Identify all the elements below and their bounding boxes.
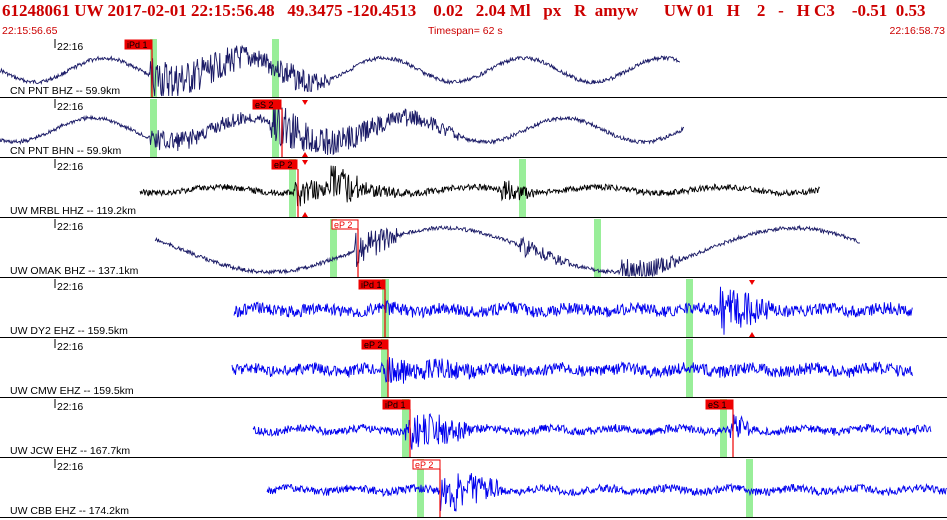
time-tick-label: 22:16 [57,461,83,473]
pick-label: iPd 1 [127,40,148,50]
pick-window [746,459,753,517]
pick-window [330,219,337,277]
channel-label: UW JCW EHZ -- 167.7km [10,445,130,457]
channel-label: CN PNT BHN -- 59.9km [10,145,121,157]
channel-label: UW CMW EHZ -- 159.5km [10,385,134,397]
channel-label: UW OMAK BHZ -- 137.1km [10,265,139,277]
arrival-arrow-down-icon [302,100,308,105]
pick-label: eP 2 [334,220,352,230]
waveform [139,165,821,207]
time-tick-label: 22:16 [57,281,83,293]
event-title: 61248061 UW 2017-02-01 22:15:56.48 49.34… [2,1,926,20]
seismogram-panel[interactable]: iPd 1 22:16 CN PNT BHZ -- 59.9km eS 2 22:16 C… [0,38,947,520]
trace-row[interactable]: eS 2 22:16 CN PNT BHN -- 59.9km [0,99,947,158]
pick-window [594,219,601,277]
pick-marker[interactable] [124,39,153,50]
pick-marker[interactable] [271,159,298,170]
trace-row[interactable]: eP 2 22:16 UW MRBL HHZ -- 119.2km [0,159,947,218]
pick-label: eS 1 [708,400,727,410]
time-tick-label: 22:16 [57,41,83,53]
channel-label: UW CBB EHZ -- 174.2km [10,505,129,517]
waveform [233,286,913,335]
channel-label: UW DY2 EHZ -- 159.5km [10,325,128,337]
pick-window [686,339,693,397]
pick-marker[interactable] [252,99,282,110]
channel-label: CN PNT BHZ -- 59.9km [10,85,120,97]
trace-row[interactable]: iPd 1 eS 1 22:16 UW JCW EHZ -- 167.7km [0,399,947,458]
time-tick-label: 22:16 [57,161,83,173]
time-tick-label: 22:16 [57,401,83,413]
arrival-arrow-up-icon [302,212,308,217]
time-tick-label: 22:16 [57,341,83,353]
waveform [154,224,861,278]
trace-row[interactable]: iPd 1 22:16 CN PNT BHZ -- 59.9km [0,39,947,98]
pick-label: eP 2 [274,160,292,170]
arrival-arrow-up-icon [302,152,308,157]
pick-window [150,39,157,97]
waveform [266,473,947,512]
pick-label: iPd 1 [385,400,406,410]
pick-marker[interactable] [705,399,734,410]
waveform [252,413,932,450]
trace-row[interactable]: eP 2 22:16 UW OMAK BHZ -- 137.1km [0,219,947,278]
time-bar: 22:15:56.65 Timespan= 62 s 22:16:58.73 [0,24,947,38]
arrival-arrow-down-icon [302,160,308,165]
arrival-arrow-down-icon [749,280,755,285]
pick-window [381,339,388,397]
end-time: 22:16:58.73 [889,25,945,37]
time-tick-label: 22:16 [57,221,83,233]
trace-row[interactable]: iPd 1 22:16 UW DY2 EHZ -- 159.5km [0,279,947,338]
start-time: 22:15:56.65 [2,25,58,37]
time-tick-label: 22:16 [57,101,83,113]
channel-label: UW MRBL HHZ -- 119.2km [10,205,136,217]
waveform [0,44,681,97]
pick-window [289,159,296,217]
pick-window [150,99,157,157]
pick-marker[interactable] [412,459,441,470]
pick-label: eP 2 [415,460,433,470]
waveform [0,103,684,156]
arrival-arrow-up-icon [749,332,755,337]
pick-marker[interactable] [382,399,411,410]
pick-marker[interactable] [361,339,389,350]
pick-marker[interactable] [358,279,386,290]
timespan-label: Timespan= 62 s [428,25,503,37]
header-bar: 61248061 UW 2017-02-01 22:15:56.48 49.34… [0,0,947,38]
pick-label: eS 2 [255,100,274,110]
trace-row[interactable]: eP 2 22:16 UW CMW EHZ -- 159.5km [0,339,947,398]
pick-marker[interactable] [331,219,359,230]
pick-window [402,399,409,457]
pick-window [686,279,693,337]
trace-row[interactable]: eP 2 22:16 UW CBB EHZ -- 174.2km [0,459,947,518]
waveform [231,357,913,384]
pick-label: iPd 1 [361,280,382,290]
pick-label: eP 2 [364,340,382,350]
